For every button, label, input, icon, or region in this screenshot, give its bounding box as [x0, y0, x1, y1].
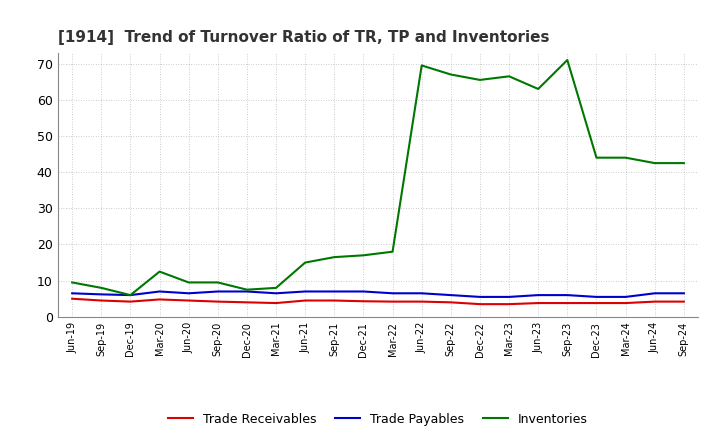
- Trade Receivables: [301, 298, 310, 303]
- Inventories: [126, 293, 135, 298]
- Inventories: [592, 155, 600, 160]
- Inventories: [271, 285, 280, 290]
- Trade Receivables: [446, 300, 455, 305]
- Trade Payables: [156, 289, 164, 294]
- Trade Payables: [621, 294, 630, 300]
- Trade Receivables: [650, 299, 659, 304]
- Trade Receivables: [592, 301, 600, 306]
- Trade Receivables: [680, 299, 688, 304]
- Trade Receivables: [184, 298, 193, 303]
- Trade Payables: [359, 289, 368, 294]
- Text: [1914]  Trend of Turnover Ratio of TR, TP and Inventories: [1914] Trend of Turnover Ratio of TR, TP…: [58, 29, 549, 45]
- Trade Payables: [330, 289, 338, 294]
- Trade Payables: [680, 291, 688, 296]
- Line: Inventories: Inventories: [72, 60, 684, 295]
- Trade Receivables: [330, 298, 338, 303]
- Legend: Trade Receivables, Trade Payables, Inventories: Trade Receivables, Trade Payables, Inven…: [163, 407, 593, 430]
- Trade Payables: [650, 291, 659, 296]
- Inventories: [97, 285, 106, 290]
- Trade Receivables: [563, 301, 572, 306]
- Trade Receivables: [243, 300, 251, 305]
- Trade Payables: [592, 294, 600, 300]
- Trade Receivables: [359, 299, 368, 304]
- Trade Receivables: [156, 297, 164, 302]
- Trade Payables: [243, 289, 251, 294]
- Inventories: [418, 63, 426, 68]
- Line: Trade Payables: Trade Payables: [72, 291, 684, 297]
- Trade Receivables: [418, 299, 426, 304]
- Inventories: [330, 254, 338, 260]
- Inventories: [184, 280, 193, 285]
- Inventories: [243, 287, 251, 292]
- Trade Receivables: [97, 298, 106, 303]
- Trade Payables: [126, 293, 135, 298]
- Trade Payables: [446, 293, 455, 298]
- Line: Trade Receivables: Trade Receivables: [72, 299, 684, 304]
- Inventories: [621, 155, 630, 160]
- Trade Receivables: [271, 301, 280, 306]
- Trade Payables: [563, 293, 572, 298]
- Inventories: [476, 77, 485, 83]
- Trade Payables: [68, 291, 76, 296]
- Inventories: [388, 249, 397, 254]
- Trade Receivables: [534, 301, 543, 306]
- Trade Payables: [301, 289, 310, 294]
- Inventories: [680, 161, 688, 166]
- Trade Payables: [97, 292, 106, 297]
- Inventories: [563, 57, 572, 62]
- Inventories: [446, 72, 455, 77]
- Inventories: [213, 280, 222, 285]
- Trade Receivables: [505, 301, 513, 307]
- Inventories: [301, 260, 310, 265]
- Trade Payables: [184, 291, 193, 296]
- Trade Payables: [476, 294, 485, 300]
- Trade Payables: [418, 291, 426, 296]
- Trade Payables: [534, 293, 543, 298]
- Trade Payables: [505, 294, 513, 300]
- Inventories: [650, 161, 659, 166]
- Trade Receivables: [388, 299, 397, 304]
- Trade Receivables: [621, 301, 630, 306]
- Trade Payables: [388, 291, 397, 296]
- Inventories: [505, 73, 513, 79]
- Trade Receivables: [126, 299, 135, 304]
- Inventories: [534, 86, 543, 92]
- Inventories: [68, 280, 76, 285]
- Inventories: [359, 253, 368, 258]
- Trade Payables: [271, 291, 280, 296]
- Trade Receivables: [476, 301, 485, 307]
- Trade Payables: [213, 289, 222, 294]
- Trade Receivables: [68, 296, 76, 301]
- Inventories: [156, 269, 164, 274]
- Trade Receivables: [213, 299, 222, 304]
